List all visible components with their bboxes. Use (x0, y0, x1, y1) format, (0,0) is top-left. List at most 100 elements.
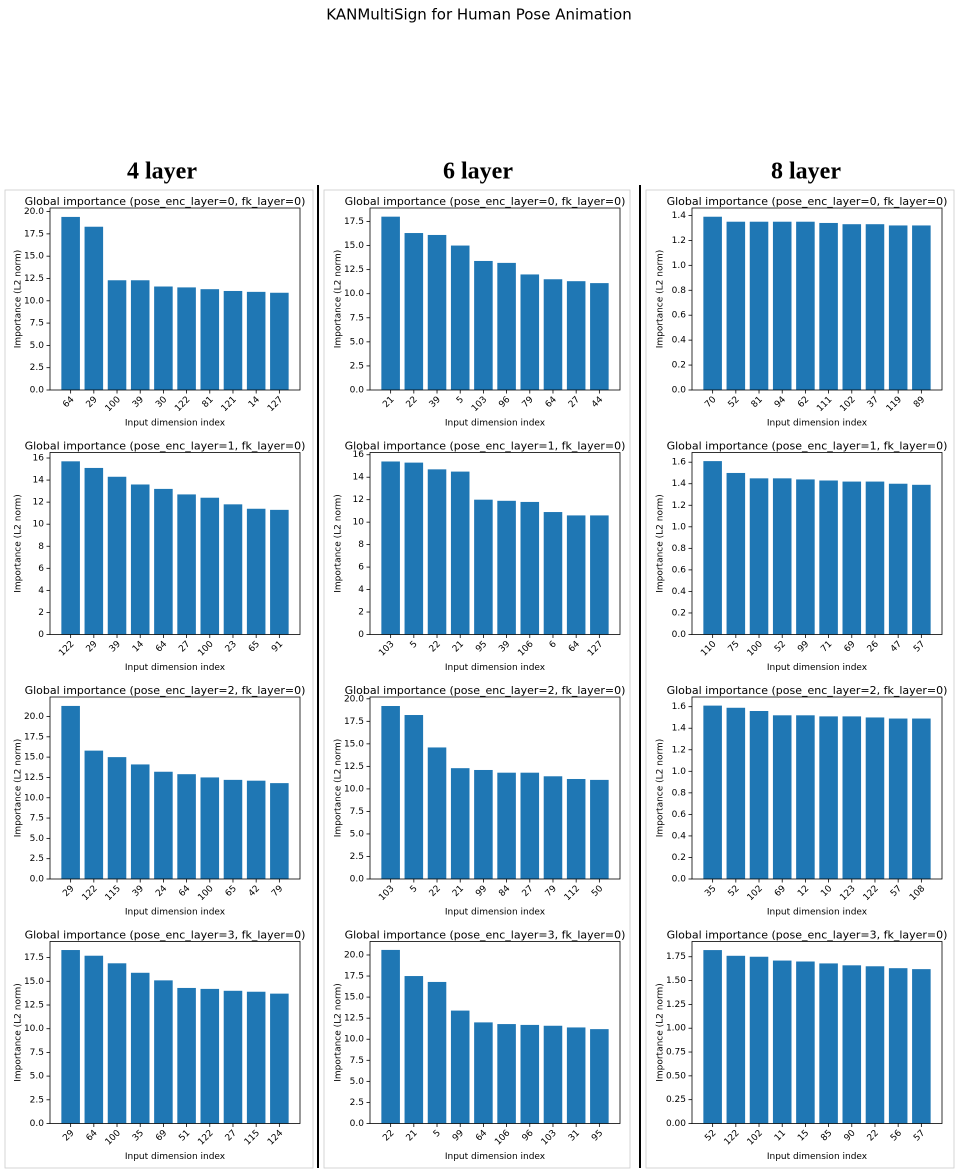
y-tick-label: 0.0 (672, 386, 687, 396)
bar (270, 783, 289, 879)
bar (772, 478, 792, 635)
y-tick-label: 2 (358, 608, 364, 618)
y-tick-label: 2.5 (350, 1098, 364, 1108)
y-tick-label: 0.00 (666, 1119, 686, 1129)
x-tick-label: 64 (474, 1128, 489, 1143)
bar (107, 757, 127, 879)
y-tick-label: 1.0 (672, 767, 687, 777)
x-tick-label: 122 (173, 395, 192, 414)
y-tick-label: 12.5 (24, 773, 44, 783)
y-tick-label: 1.2 (672, 501, 686, 511)
x-tick-label: 6 (548, 639, 559, 650)
y-tick-label: 2 (38, 608, 44, 618)
x-tick-label: 81 (750, 395, 765, 410)
x-tick-label: 108 (908, 884, 927, 903)
bar (223, 990, 243, 1124)
y-tick-label: 16 (33, 454, 45, 464)
x-tick-label: 121 (220, 395, 239, 414)
x-tick-label: 57 (912, 1128, 927, 1143)
bar (450, 1010, 470, 1124)
x-tick-label: 91 (270, 639, 285, 654)
y-tick-label: 5.0 (350, 829, 365, 839)
x-tick-label: 21 (405, 1128, 420, 1143)
y-tick-label: 1.75 (666, 952, 686, 962)
y-tick-label: 12.5 (344, 1014, 364, 1024)
bar (819, 222, 838, 390)
y-tick-label: 1.4 (672, 479, 687, 489)
plot-frame (49, 696, 301, 880)
bar (772, 715, 792, 879)
bar (84, 467, 104, 635)
bar (819, 480, 838, 635)
bar (200, 988, 220, 1124)
x-tick-label: 57 (889, 884, 904, 899)
chart-title: Global importance (pose_enc_layer=0, fk_… (345, 195, 626, 208)
plot-frame (369, 207, 621, 391)
y-tick-label: 12.5 (24, 274, 44, 284)
y-tick-label: 20.0 (24, 207, 44, 217)
y-axis-label: Importance (L2 norm) (334, 250, 344, 349)
y-tick-label: 0.6 (672, 810, 687, 820)
y-tick-label: 1.2 (672, 745, 686, 755)
x-tick-label: 24 (154, 884, 169, 899)
x-axis-label: Input dimension index (767, 1152, 868, 1162)
bar (865, 481, 885, 635)
x-tick-label: 122 (57, 639, 76, 658)
x-tick-label: 64 (544, 395, 559, 410)
bar (865, 966, 885, 1124)
x-tick-label: 29 (61, 884, 76, 899)
x-tick-label: 95 (474, 639, 489, 654)
y-tick-label: 10.0 (24, 296, 44, 306)
bar (154, 980, 173, 1124)
y-tick-label: 0.50 (666, 1071, 686, 1081)
x-tick-label: 124 (266, 1128, 285, 1147)
y-tick-label: 7.5 (30, 1048, 44, 1058)
bar (703, 216, 722, 390)
y-axis-label: Importance (L2 norm) (14, 739, 24, 838)
y-tick-label: 0.75 (666, 1048, 686, 1058)
x-axis-label: Input dimension index (767, 908, 868, 918)
bar (912, 718, 931, 879)
x-tick-label: 112 (563, 884, 582, 903)
bar (842, 716, 862, 879)
plot-frame (691, 696, 943, 880)
bar (842, 481, 862, 635)
y-tick-label: 0.8 (672, 286, 687, 296)
y-tick-label: 2.5 (350, 361, 364, 371)
y-tick-label: 7.5 (350, 313, 364, 323)
x-tick-label: 94 (773, 395, 788, 410)
bar (543, 1025, 563, 1124)
y-tick-label: 16 (353, 450, 365, 460)
x-axis-label: Input dimension index (445, 1152, 546, 1162)
y-tick-label: 0.2 (672, 608, 686, 618)
bar (270, 993, 289, 1124)
x-tick-label: 39 (108, 639, 123, 654)
x-tick-label: 11 (773, 1128, 788, 1143)
bar (520, 1024, 540, 1124)
panel-border (323, 189, 631, 1169)
y-tick-label: 8 (358, 540, 364, 550)
x-tick-label: 115 (104, 884, 123, 903)
x-tick-label: 99 (474, 884, 489, 899)
plot-frame (49, 207, 301, 391)
x-tick-label: 102 (746, 884, 765, 903)
x-tick-label: 29 (61, 1128, 76, 1143)
y-tick-label: 7.5 (350, 1056, 364, 1066)
x-tick-label: 123 (838, 884, 857, 903)
bar (404, 715, 424, 879)
bar (497, 500, 516, 635)
bar (749, 956, 769, 1124)
bar (130, 280, 150, 390)
bar (450, 245, 470, 390)
bar (912, 969, 931, 1124)
x-axis-label: Input dimension index (767, 419, 868, 429)
x-tick-label: 79 (521, 395, 536, 410)
chart-title: Global importance (pose_enc_layer=0, fk_… (25, 195, 306, 208)
bar (726, 221, 746, 390)
y-tick-label: 0.8 (672, 544, 687, 554)
bar (61, 705, 80, 879)
x-tick-label: 119 (885, 395, 904, 414)
page-title: KANMultiSign for Human Pose Animation (326, 6, 631, 24)
y-tick-label: 1.6 (672, 458, 687, 468)
bar (154, 771, 173, 879)
